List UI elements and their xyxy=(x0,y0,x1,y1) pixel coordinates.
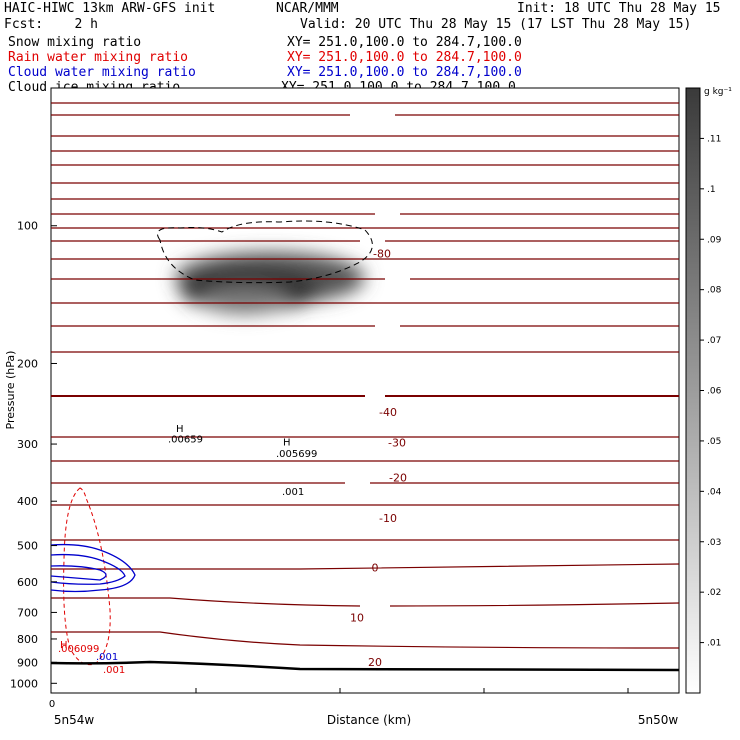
contour-annotation: .001 xyxy=(282,487,304,498)
x-left-location-label: 5n54w xyxy=(54,713,95,727)
colorbar-tick-label: .03 xyxy=(707,538,721,548)
y-tick-label-400: 400 xyxy=(17,495,38,508)
y-tick-label-600: 600 xyxy=(17,576,38,589)
header-init-model: HAIC-HIWC 13km ARW-GFS init xyxy=(4,1,216,16)
isotherm-label: 10 xyxy=(350,611,364,624)
x-right-location-label: 5n50w xyxy=(638,713,679,727)
colorbar-tick-label: .02 xyxy=(707,588,721,598)
colorbar-tick-label: .06 xyxy=(707,387,722,397)
contour-annotation: H xyxy=(283,437,291,448)
header-valid-time: Valid: 20 UTC Thu 28 May 15 (17 LST Thu … xyxy=(300,17,692,32)
isotherm-label: 20 xyxy=(368,656,382,669)
colorbar-tick-label: .08 xyxy=(707,286,722,296)
isotherm-label: 0 xyxy=(372,561,379,574)
contour-annotation: H xyxy=(60,640,68,651)
header-forecast-hour: Fcst: 2 h xyxy=(4,17,98,32)
y-tick-label-1000: 1000 xyxy=(10,677,38,690)
isotherm-label: -40 xyxy=(379,406,397,419)
x-tick-label-0: 0 xyxy=(49,699,55,710)
field-label-cloud-water: Cloud water mixing ratio xyxy=(8,65,196,80)
y-tick-label-300: 300 xyxy=(17,438,38,451)
terrain-surface-line xyxy=(50,660,680,672)
colorbar-tick-label: .11 xyxy=(707,134,721,144)
y-tick-label-100: 100 xyxy=(17,220,38,233)
colorbar-tick-label: .07 xyxy=(707,336,721,346)
y-tick-label-900: 900 xyxy=(17,656,38,669)
y-tick-label-200: 200 xyxy=(17,357,38,370)
y-tick-label-800: 800 xyxy=(17,633,38,646)
isotherm-label: -30 xyxy=(388,437,406,450)
field-label-rain: Rain water mixing ratio xyxy=(8,50,189,65)
isotherm-label: -80 xyxy=(373,248,391,261)
colorbar-tick-label: .05 xyxy=(707,437,721,447)
contour-annotation: .001 xyxy=(103,665,125,676)
contour-annotation: .001 xyxy=(96,652,118,663)
contour-annotation: .005699 xyxy=(276,449,317,460)
colorbar-ticks: .01 .02 .03 .04 .05 .06 .07 .08 .09 .1 .11 xyxy=(700,134,722,649)
header-org: NCAR/MMM xyxy=(276,1,339,16)
colorbar: .01 .02 .03 .04 .05 .06 .07 .08 .09 .1 .11 g kg⁻¹ xyxy=(685,87,732,694)
colorbar-unit: g kg⁻¹ xyxy=(704,87,732,97)
colorbar-tick-label: .09 xyxy=(707,235,722,245)
isotherm-label: -10 xyxy=(379,512,397,525)
temperature-isotherms xyxy=(51,102,680,649)
colorbar-tick-label: .1 xyxy=(707,185,716,195)
cloud-water-contour xyxy=(50,543,136,593)
contour-annotation: H xyxy=(176,424,184,435)
field-xy-cloud-water: XY= 251.0,100.0 to 284.7,100.0 xyxy=(287,65,522,80)
plot-frame xyxy=(50,87,680,694)
contour-annotation: .006099 xyxy=(58,644,99,655)
y-axis: 100 200 300 400 500 600 700 800 900 1000 xyxy=(10,220,57,690)
isotherm-labels: -80 -40 -30 -20 -10 0 10 20 xyxy=(350,248,407,669)
y-axis-label: Pressure (hPa) xyxy=(4,351,17,430)
x-axis-label: Distance (km) xyxy=(327,713,411,727)
contour-annotation: .00659 xyxy=(168,435,203,446)
header-init-time: Init: 18 UTC Thu 28 May 15 xyxy=(517,1,721,16)
field-xy-rain: XY= 251.0,100.0 to 284.7,100.0 xyxy=(287,50,522,65)
colorbar-tick-label: .04 xyxy=(707,487,722,497)
y-tick-label-700: 700 xyxy=(17,606,38,619)
colorbar-ramp xyxy=(685,87,701,694)
isotherm-label: -20 xyxy=(389,472,407,485)
colorbar-tick-label: .01 xyxy=(707,639,721,649)
x-axis-ticks xyxy=(50,688,629,693)
field-xy-snow: XY= 251.0,100.0 to 284.7,100.0 xyxy=(287,35,522,50)
y-tick-label-500: 500 xyxy=(17,540,38,553)
field-label-snow: Snow mixing ratio xyxy=(8,35,142,50)
